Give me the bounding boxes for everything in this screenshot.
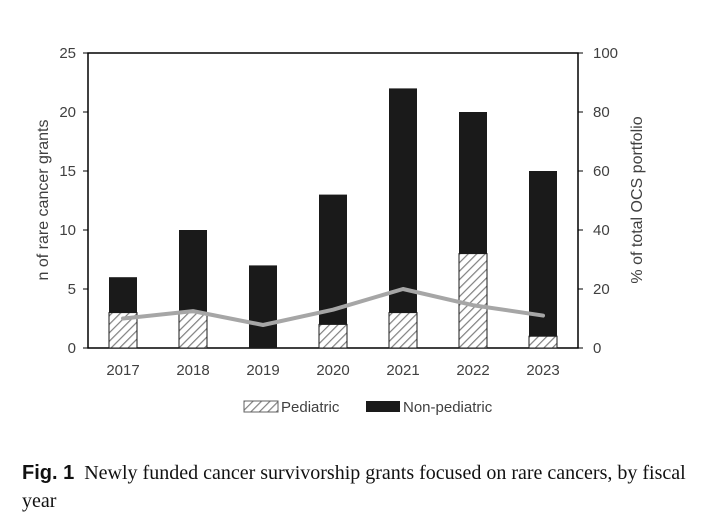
x-tick-label: 2023 (526, 362, 559, 379)
bar-pediatric (388, 312, 418, 349)
figure-caption: Fig. 1 Newly funded cancer survivorship … (22, 459, 702, 515)
x-tick-label: 2018 (176, 362, 209, 379)
y-tick-label: 10 (59, 222, 76, 239)
y2-tick-label: 0 (593, 340, 601, 357)
figure-label: Fig. 1 (22, 462, 75, 484)
bar-non-pediatric (459, 112, 487, 254)
legend-label-pediatric: Pediatric (281, 399, 340, 416)
legend-swatch-non-pediatric (366, 401, 400, 412)
y2-tick-label: 80 (593, 104, 610, 121)
bar-non-pediatric (109, 277, 137, 313)
bar-pediatric (528, 335, 558, 349)
y-tick-label: 25 (59, 45, 76, 62)
x-tick-label: 2020 (316, 362, 349, 379)
y-tick-label: 15 (59, 163, 76, 180)
bar-pediatric (458, 253, 488, 349)
x-tick-label: 2021 (386, 362, 419, 379)
portfolio-percent-line (121, 287, 545, 327)
y-tick-label: 5 (68, 281, 76, 298)
caption-text: Newly funded cancer survivorship grants … (22, 462, 686, 512)
y2-tick-label: 60 (593, 163, 610, 180)
y-tick-label: 20 (59, 104, 76, 121)
legend: Pediatric Non-pediatric (243, 399, 493, 416)
legend-swatch-pediatric (243, 400, 279, 413)
y2-tick-label: 100 (593, 45, 618, 62)
y2-tick-label: 40 (593, 222, 610, 239)
x-tick-label: 2019 (246, 362, 279, 379)
bar-non-pediatric (179, 230, 207, 313)
bar-pediatric (318, 323, 348, 349)
y-tick-label: 0 (68, 340, 76, 357)
y2-tick-label: 20 (593, 281, 610, 298)
legend-label-non-pediatric: Non-pediatric (403, 399, 493, 416)
y-axis-title: n of rare cancer grants (35, 120, 52, 281)
x-tick-label: 2017 (106, 362, 139, 379)
bar-non-pediatric (249, 265, 277, 348)
bar-non-pediatric (319, 194, 347, 325)
x-tick-label: 2022 (456, 362, 489, 379)
chart: 0 5 10 15 20 25 0 20 40 60 80 100 2017 2018 2019 2020 20… (35, 45, 646, 416)
bar-non-pediatric (389, 88, 417, 313)
bar-pediatric (178, 312, 208, 349)
bar-non-pediatric (529, 171, 557, 337)
y2-axis-title: % of total OCS portfolio (629, 116, 646, 283)
